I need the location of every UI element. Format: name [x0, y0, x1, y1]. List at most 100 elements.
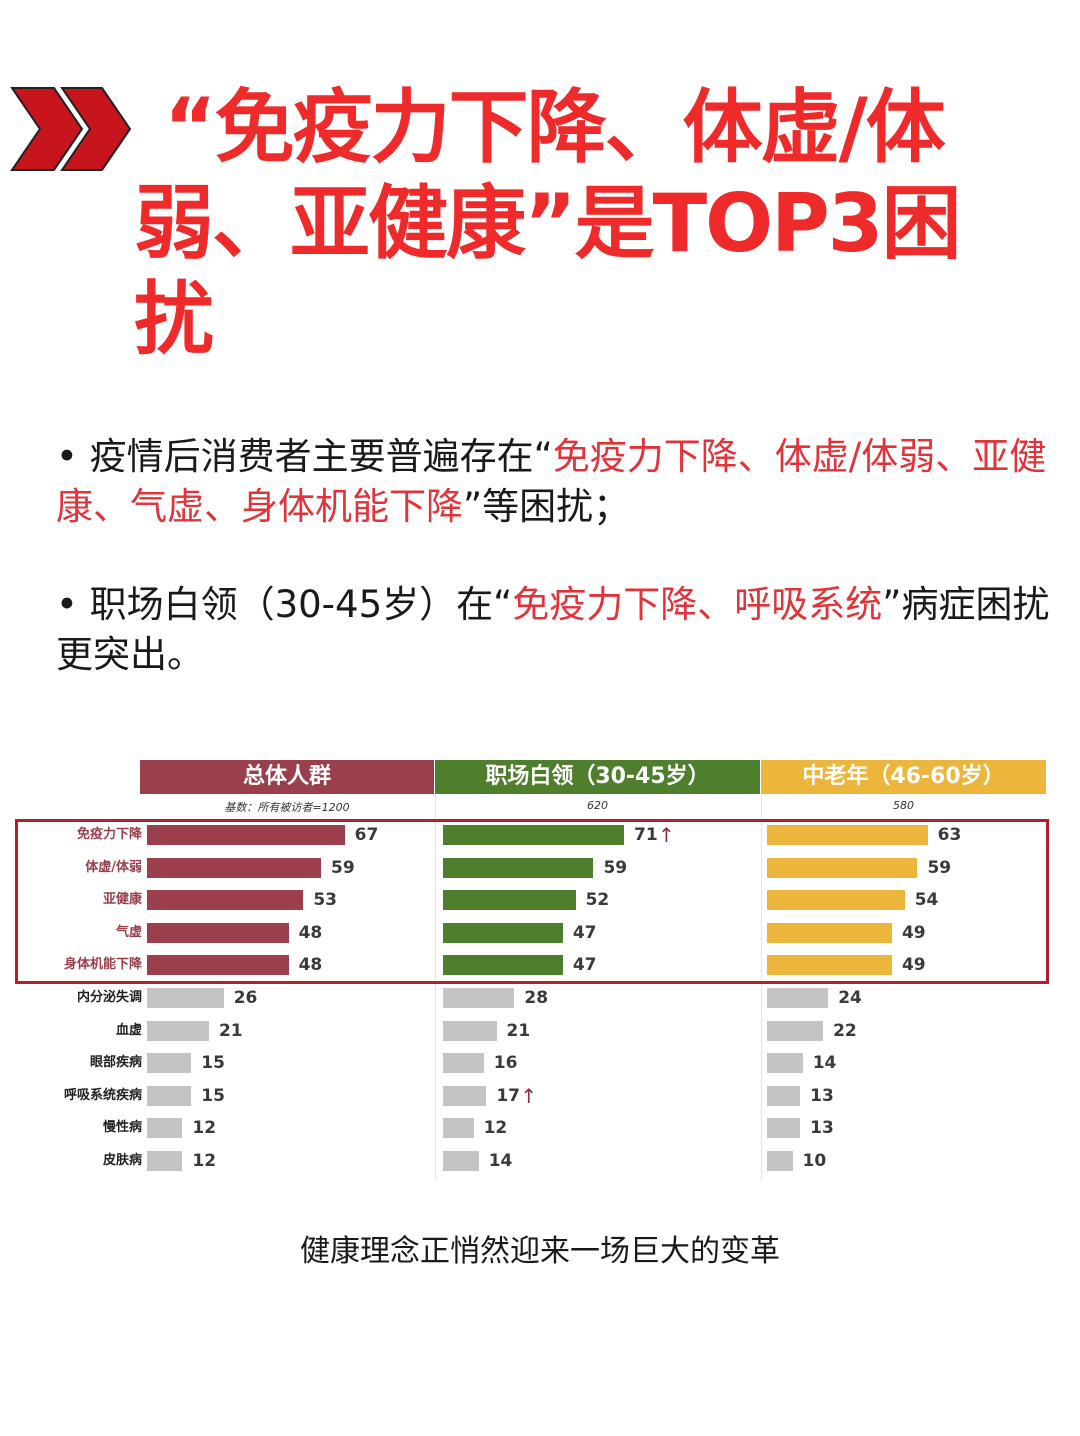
double-chevron-right-icon [10, 87, 132, 171]
bar [443, 1085, 487, 1106]
series-header-white-collar: 职场白领（30-45岁） [435, 760, 760, 794]
bar [443, 1053, 484, 1074]
category-label: 皮肤病 [102, 1153, 142, 1168]
bar-value: 22 [833, 1020, 857, 1041]
category-label: 呼吸系统疾病 [63, 1087, 142, 1103]
bar-value: 47 [572, 922, 597, 943]
bar-value: 15 [201, 1085, 225, 1106]
category-label: 眼部疾病 [89, 1055, 142, 1071]
caption: 健康理念正悄然迎来一场巨大的变革 [300, 1234, 780, 1269]
top5-highlight-box [15, 819, 1049, 984]
bar [767, 988, 829, 1008]
category-label: 血虚 [115, 1022, 142, 1038]
bar [443, 955, 563, 976]
bar [443, 922, 563, 943]
column-divider [435, 795, 436, 1180]
bar-value: 49 [901, 922, 926, 943]
bar-value: 14 [488, 1151, 513, 1171]
bar [767, 1118, 801, 1139]
bar-value: 28 [524, 988, 549, 1008]
bar [147, 1085, 192, 1106]
bar [443, 1020, 497, 1041]
column-divider [761, 795, 762, 1180]
bar-value: 12 [192, 1118, 217, 1139]
bar-value: 48 [298, 922, 323, 943]
bar [443, 988, 515, 1008]
series-header-middle-aged: 中老年（46-60岁） [761, 760, 1046, 794]
bar [767, 890, 905, 911]
base-label-middle-aged: 580 [893, 799, 914, 812]
bar [147, 825, 345, 845]
bar [147, 955, 289, 976]
category-label: 亚健康 [102, 892, 142, 908]
bar-chart: 总体人群 职场白领（30-45岁） 中老年（46-60岁） 基数：所有被访者=1… [0, 755, 1080, 1185]
base-label-overall: 基数：所有被访者=1200 [224, 801, 350, 814]
bar-value: 63 [937, 825, 962, 845]
bar-value: 52 [585, 890, 610, 911]
bar-value: 14 [812, 1053, 837, 1074]
bar-value: 53 [313, 890, 338, 911]
bullet-highlight: 免疫力下降、呼吸系统 [512, 583, 883, 626]
bar-value: 21 [218, 1020, 243, 1041]
up-arrow-icon: ↑ [658, 823, 675, 847]
headline: “免疫力下降、体虚/体 弱、亚健康”是TOP3困 扰 [134, 80, 1034, 368]
bullet-item: • 职场白领（30-45岁）在“免疫力下降、呼吸系统”病症困扰更突出。 [56, 580, 1076, 680]
bar-value: 71 [634, 825, 658, 845]
bar-value: 47 [572, 955, 597, 976]
bullet-list: • 疫情后消费者主要普遍存在“免疫力下降、体虚/体弱、亚健康、气虚、身体机能下降… [56, 432, 1076, 728]
bar-value: 13 [810, 1085, 834, 1106]
headline-line-1: “免疫力下降、体虚/体 [164, 81, 946, 174]
bar-value: 26 [233, 988, 258, 1008]
category-label: 内分泌失调 [76, 990, 142, 1005]
category-label: 免疫力下降 [76, 827, 142, 842]
bar-value: 21 [506, 1020, 531, 1041]
category-label: 体虚/体弱 [85, 859, 142, 875]
bullet-item: • 疫情后消费者主要普遍存在“免疫力下降、体虚/体弱、亚健康、气虚、身体机能下降… [56, 432, 1076, 532]
bar [147, 1151, 183, 1171]
bar-value: 48 [298, 955, 323, 976]
bar [767, 825, 928, 845]
bar [147, 890, 304, 911]
headline-line-2: 弱、亚健康”是TOP3困 [134, 177, 961, 270]
bar-value: 12 [483, 1118, 508, 1139]
bar [443, 825, 625, 845]
bar [767, 955, 892, 976]
bar [443, 1118, 474, 1139]
bullet-marker: • [56, 583, 78, 626]
bar-value: 54 [914, 890, 939, 911]
bar [767, 1020, 824, 1041]
bar [147, 988, 224, 1008]
bullet-text: 职场白领（30-45岁）在“ [89, 583, 513, 626]
bar-value: 24 [838, 988, 862, 1008]
bar-value: 59 [603, 857, 628, 878]
bar [147, 1020, 209, 1041]
bar [147, 857, 322, 878]
bar [767, 1053, 803, 1074]
bar-value: 13 [810, 1118, 834, 1139]
bar [443, 890, 576, 911]
category-label: 身体机能下降 [63, 957, 142, 973]
category-label: 气虚 [115, 924, 142, 940]
bar-value: 59 [927, 857, 952, 878]
bar [767, 1085, 801, 1106]
headline-line-3: 扰 [134, 273, 214, 366]
bar-value: 49 [901, 955, 926, 976]
bar-value: 10 [802, 1151, 827, 1171]
bar-value: 16 [493, 1053, 518, 1074]
bar [443, 857, 594, 878]
bullet-text: ”等困扰； [463, 485, 631, 528]
bar [147, 1118, 183, 1139]
bullet-highlight: 免疫力下降、体虚/体弱、亚健康、气虚、身体机能下降 [56, 435, 1047, 528]
bullet-text: ”病症困扰更突出。 [56, 583, 1050, 676]
bar-value: 15 [201, 1053, 225, 1074]
bar-value: 17 [496, 1085, 521, 1106]
bar [443, 1151, 479, 1171]
bar-value: 67 [354, 825, 379, 845]
bar [767, 922, 892, 943]
bar [147, 1053, 192, 1074]
up-arrow-icon: ↑ [520, 1083, 538, 1108]
bar [147, 922, 289, 943]
bar-value: 12 [192, 1151, 217, 1171]
base-label-white-collar: 620 [587, 799, 608, 812]
bullet-text: 疫情后消费者主要普遍存在“ [89, 435, 553, 478]
